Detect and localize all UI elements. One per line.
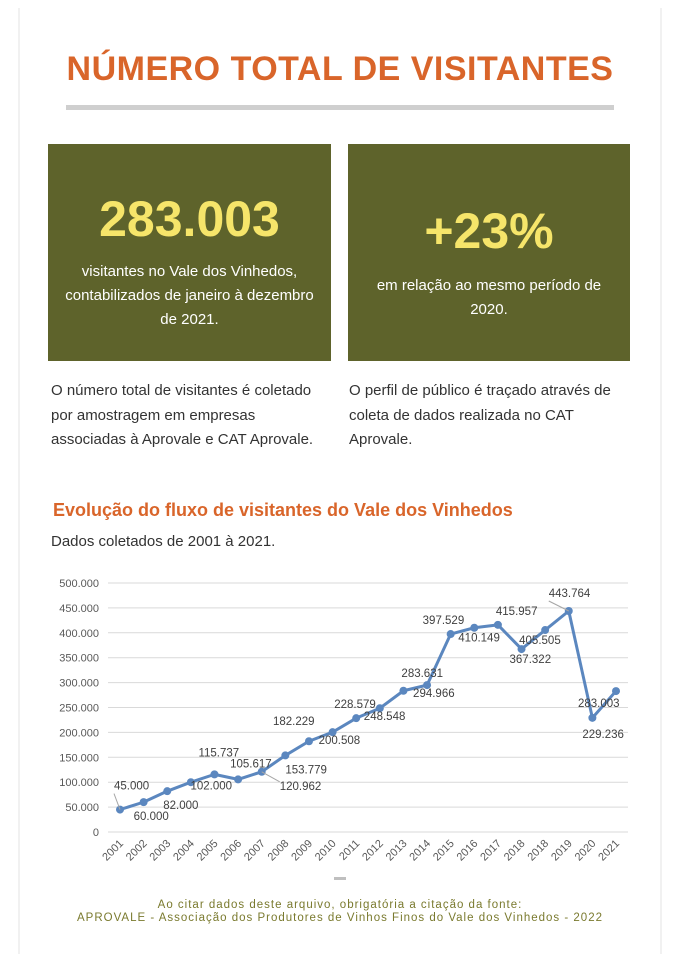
data-label: 228.579 [334, 699, 376, 711]
data-point [517, 645, 526, 654]
data-label: 415.957 [496, 606, 538, 618]
x-tick-label: 2011 [337, 838, 362, 863]
y-tick-label: 50.000 [65, 802, 99, 814]
x-tick-label: 2004 [171, 838, 197, 864]
stat-value-growth: +23% [424, 203, 554, 259]
data-point [493, 620, 502, 629]
x-tick-label: 2010 [313, 838, 339, 864]
x-tick-label: 2002 [124, 838, 150, 864]
y-tick-label: 450.000 [59, 603, 99, 615]
data-label: 283.631 [401, 668, 443, 680]
label-leader-line [261, 771, 280, 783]
x-tick-label: 2008 [266, 838, 292, 864]
chart-section-subtitle: Dados coletados de 2001 à 2021. [51, 533, 276, 550]
stat-box-total-visitors: 283.003 visitantes no Vale dos Vinhedos,… [48, 144, 331, 361]
y-tick-label: 350.000 [59, 653, 99, 665]
note-sampling: O número total de visitantes é coletado … [51, 382, 314, 448]
x-tick-label: 2003 [148, 838, 174, 864]
data-label: 367.322 [510, 654, 552, 666]
x-tick-label: 2018 [525, 838, 551, 864]
data-label: 248.548 [364, 711, 406, 723]
stat-caption-total-visitors: visitantes no Vale dos Vinhedos, contabi… [65, 263, 314, 328]
data-label: 153.779 [285, 764, 327, 776]
data-point [234, 775, 243, 784]
x-tick-label: 2012 [360, 838, 386, 864]
data-label: 82.000 [163, 800, 198, 812]
x-tick-label: 2019 [549, 838, 575, 864]
x-tick-label: 2005 [195, 838, 221, 864]
y-tick-label: 200.000 [59, 727, 99, 739]
y-tick-label: 500.000 [59, 578, 99, 590]
footer-source: APROVALE - Associação dos Produtores de … [76, 912, 603, 924]
x-tick-label: 2018 [502, 838, 528, 864]
data-point [186, 778, 195, 787]
data-label: 105.617 [230, 758, 272, 770]
data-label: 405.505 [519, 635, 561, 647]
data-point [588, 713, 597, 722]
y-tick-label: 400.000 [59, 628, 99, 640]
data-point [423, 681, 432, 690]
data-point [163, 787, 172, 796]
y-tick-label: 250.000 [59, 703, 99, 715]
data-label: 45.000 [114, 781, 149, 793]
data-point [328, 728, 337, 737]
series-line [118, 609, 618, 812]
stat-value-total-visitors: 283.003 [99, 191, 280, 247]
data-label: 283.003 [578, 698, 620, 710]
y-tick-label: 100.000 [59, 777, 99, 789]
data-label: 200.508 [319, 735, 361, 747]
data-point [304, 737, 313, 746]
x-tick-label: 2006 [218, 838, 244, 864]
data-label: 443.764 [549, 588, 591, 600]
data-label: 60.000 [134, 811, 169, 823]
data-point [446, 630, 455, 639]
data-point [281, 751, 290, 760]
data-label: 294.966 [413, 688, 455, 700]
data-point [612, 687, 620, 696]
x-tick-label: 2013 [384, 838, 410, 864]
data-label: 115.737 [198, 747, 239, 759]
data-label: 182.229 [273, 716, 315, 728]
x-tick-label: 2020 [573, 838, 599, 864]
data-point [375, 704, 384, 713]
page-title: NÚMERO TOTAL DE VISITANTES [66, 50, 614, 88]
y-tick-label: 0 [93, 827, 99, 839]
data-label: 120.962 [280, 781, 322, 793]
label-leader-line [113, 793, 121, 810]
x-tick-label: 2017 [478, 838, 504, 864]
data-point [352, 714, 361, 723]
y-tick-label: 150.000 [59, 752, 99, 764]
data-label: 410.149 [458, 633, 500, 645]
x-tick-label: 2007 [242, 838, 268, 864]
stat-box-growth: +23% em relação ao mesmo período de 2020… [348, 144, 630, 361]
x-tick-label: 2014 [407, 838, 433, 864]
title-divider [66, 105, 614, 110]
note-profile: O perfil de público é traçado através de… [349, 382, 611, 448]
data-point [210, 770, 219, 779]
data-label: 397.529 [423, 615, 465, 627]
footer-citation-note: Ao citar dados deste arquivo, obrigatóri… [157, 899, 523, 911]
label-leader-line [548, 600, 569, 612]
data-point [139, 798, 148, 807]
x-tick-label: 2009 [289, 838, 315, 864]
x-tick-label: 2016 [455, 838, 481, 864]
data-point [541, 626, 550, 635]
data-point [470, 623, 479, 632]
data-label: 102.000 [190, 780, 232, 792]
chart-section-title: Evolução do fluxo de visitantes do Vale … [53, 500, 513, 520]
x-tick-label: 2015 [431, 838, 457, 864]
page-frame [18, 8, 662, 954]
data-point [399, 686, 408, 695]
stat-caption-growth: em relação ao mesmo período de 2020. [376, 277, 602, 318]
y-tick-label: 300.000 [59, 678, 99, 690]
x-tick-label: 2001 [100, 838, 126, 864]
x-tick-label: 2021 [596, 838, 622, 864]
data-label: 229.236 [582, 729, 624, 741]
chart-scroll-marker [334, 877, 346, 880]
